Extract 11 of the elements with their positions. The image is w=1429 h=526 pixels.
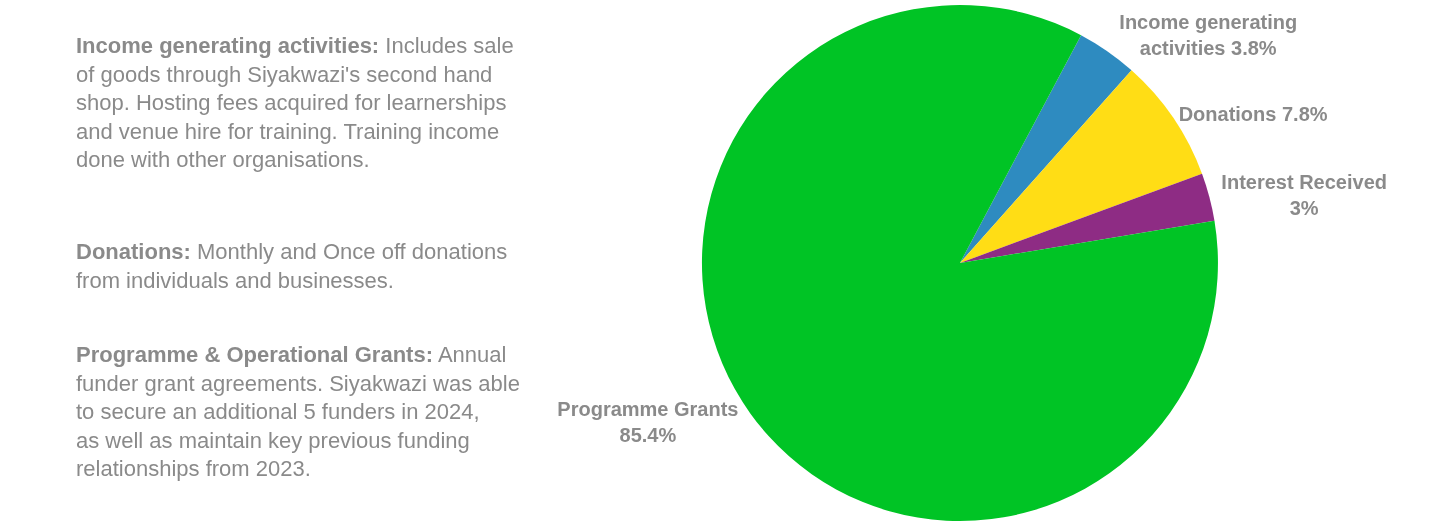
slice-label: Interest Received bbox=[1221, 171, 1387, 194]
pie-slice bbox=[959, 35, 1132, 263]
slice-label: Income generating activities 3.8% bbox=[1119, 11, 1298, 60]
text: Donations: Monthly and Once off donations from individuals and businesses. bbox=[76, 239, 508, 293]
slice-label: Programme Grants bbox=[557, 397, 739, 420]
pie-slice bbox=[959, 173, 1215, 263]
slice-label: Donations 7.8% bbox=[1178, 103, 1328, 126]
data-label: 85.4% bbox=[619, 423, 677, 446]
data-label: 3% bbox=[1289, 197, 1319, 220]
text: Programme & Operational Grants: Annual funder grant agreements. Siyakwazi was able to secure an additional 5 funders in 2024, as well as maintain key previous funding relationships from 2023. bbox=[76, 342, 520, 482]
text: Income generating activities: Includes sale of goods through Siyakwazi's second hand shop. Hosting fees acquired for learnerships and venue hire for training. Training income done with other organisations. bbox=[76, 33, 514, 173]
